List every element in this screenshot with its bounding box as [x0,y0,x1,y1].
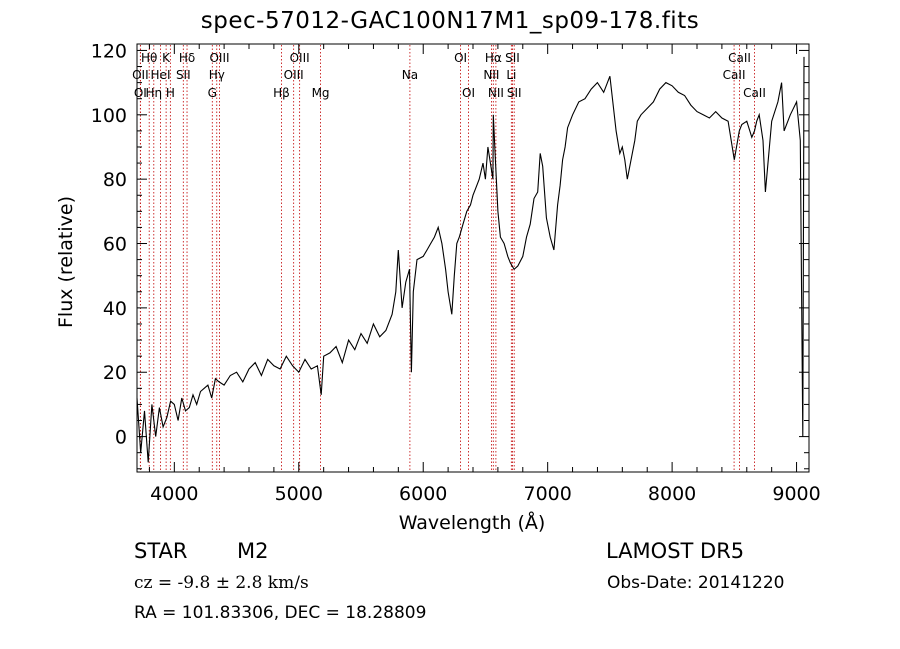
line-label: NII [483,68,499,82]
line-label: H [166,86,175,100]
line-label: Hη [145,86,162,100]
y-axis-label: Flux (relative) [55,196,77,328]
x-tick-label: 5000 [275,483,323,505]
line-label: CaII [743,86,766,100]
line-label: OI [454,51,467,65]
line-label: Mg [312,86,330,100]
x-tick-label: 7000 [523,483,571,505]
line-label: OIII [209,51,229,65]
line-label: OIII [284,68,304,82]
y-tick-label: 20 [103,362,127,384]
line-label: K [162,51,171,65]
obs-date-text: Obs-Date: 20141220 [607,573,785,593]
line-label: Hδ [179,51,195,65]
x-axis-label: Wavelength (Å) [399,511,546,534]
y-tick-label: 120 [91,40,127,62]
line-markers [139,45,755,471]
line-label: Hθ [141,51,157,65]
y-tick-label: 0 [115,427,127,449]
data-release: LAMOST DR5 [606,539,745,563]
x-tick-label: 4000 [150,483,198,505]
object-subclass: M2 [237,539,269,563]
axis-ticks: 4000 5000 6000 7000 8000 9000 0 20 40 60 80 100 120 [91,40,821,505]
line-label: OI [462,86,475,100]
line-label: CaII [723,68,746,82]
line-label: NII [488,86,504,100]
line-label: G [208,86,217,100]
coordinates-text: RA = 101.83306, DEC = 18.28809 [134,603,427,623]
x-tick-label: 8000 [648,483,696,505]
line-label: OII [132,68,149,82]
line-label: Hα [485,51,502,65]
line-label: HeI [151,68,171,82]
y-tick-label: 60 [103,234,127,256]
line-label: Hγ [209,68,225,82]
line-label: OIII [290,51,310,65]
line-label: Na [402,68,418,82]
line-label: SII [176,68,191,82]
y-tick-label: 100 [91,105,127,127]
line-label: Hβ [273,86,290,100]
plot-frame [136,43,810,473]
chart-title: spec-57012-GAC100N17M1_sp09-178.fits [200,8,700,34]
line-label: SII [507,86,522,100]
plot-axes [136,43,810,473]
redshift-text: cz = -9.8 ± 2.8 km/s [134,573,309,593]
y-tick-label: 40 [103,298,127,320]
x-tick-label: 9000 [772,483,820,505]
object-class: STAR [134,539,188,563]
line-label: CaII [728,51,751,65]
y-tick-label: 80 [103,169,127,191]
x-tick-label: 6000 [399,483,447,505]
spectrum-line [136,56,805,463]
line-label: SII [505,51,520,65]
line-label: Li [506,68,516,82]
line-label: OI [134,86,147,100]
